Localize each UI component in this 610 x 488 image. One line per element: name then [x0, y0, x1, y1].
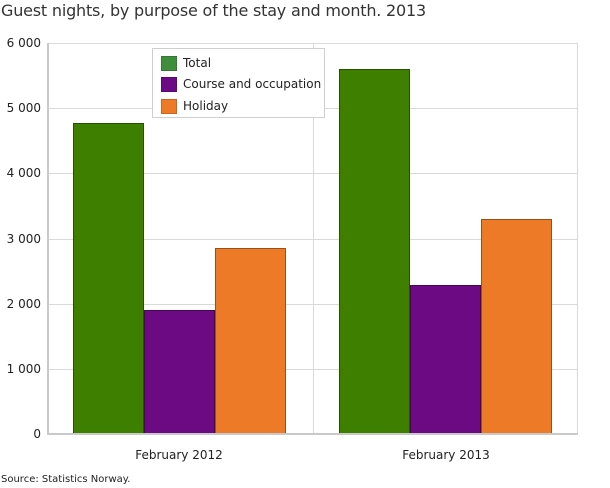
legend-label: Course and occupation	[183, 77, 322, 91]
legend-label: Total	[183, 56, 212, 70]
ytick-label: 0	[33, 427, 41, 441]
source-note: Source: Statistics Norway.	[1, 474, 131, 485]
legend-item-total[interactable]: Total	[161, 54, 211, 72]
xtick-label-feb-2013: February 2013	[402, 448, 490, 462]
gridline-1000	[47, 369, 578, 370]
legend-label: Holiday	[183, 99, 229, 113]
bar-holiday-feb-2012[interactable]	[215, 248, 286, 434]
ytick-label: 6 000	[6, 36, 41, 50]
bar-course-feb-2012[interactable]	[144, 310, 215, 434]
ytick-label: 1 000	[6, 362, 41, 376]
gridline-4000	[47, 173, 578, 174]
legend: Total Course and occupation Holiday	[152, 48, 325, 118]
gridline-3000	[47, 239, 578, 240]
chart-title: Guest nights, by purpose of the stay and…	[1, 1, 426, 20]
bar-total-feb-2013[interactable]	[339, 69, 410, 434]
legend-swatch-holiday	[161, 98, 177, 114]
category-divider	[313, 43, 314, 434]
bar-holiday-feb-2013[interactable]	[481, 218, 552, 434]
gridline-2000	[47, 304, 578, 305]
xtick-label-feb-2012: February 2012	[135, 448, 223, 462]
ytick-label: 4 000	[6, 166, 41, 180]
legend-item-holiday[interactable]: Holiday	[161, 97, 228, 115]
y-axis-line	[47, 43, 49, 434]
gridline-6000	[47, 43, 578, 44]
legend-item-course-and-occupation[interactable]: Course and occupation	[161, 75, 321, 93]
legend-swatch-total	[161, 55, 177, 71]
x-axis-line	[47, 433, 578, 435]
plot-area	[47, 43, 578, 435]
bar-course-feb-2013[interactable]	[410, 285, 481, 434]
ytick-label: 2 000	[6, 297, 41, 311]
ytick-label: 5 000	[6, 101, 41, 115]
legend-swatch-course	[161, 76, 177, 92]
plot-right-border	[577, 43, 578, 434]
ytick-label: 3 000	[6, 232, 41, 246]
bar-total-feb-2012[interactable]	[73, 123, 144, 434]
